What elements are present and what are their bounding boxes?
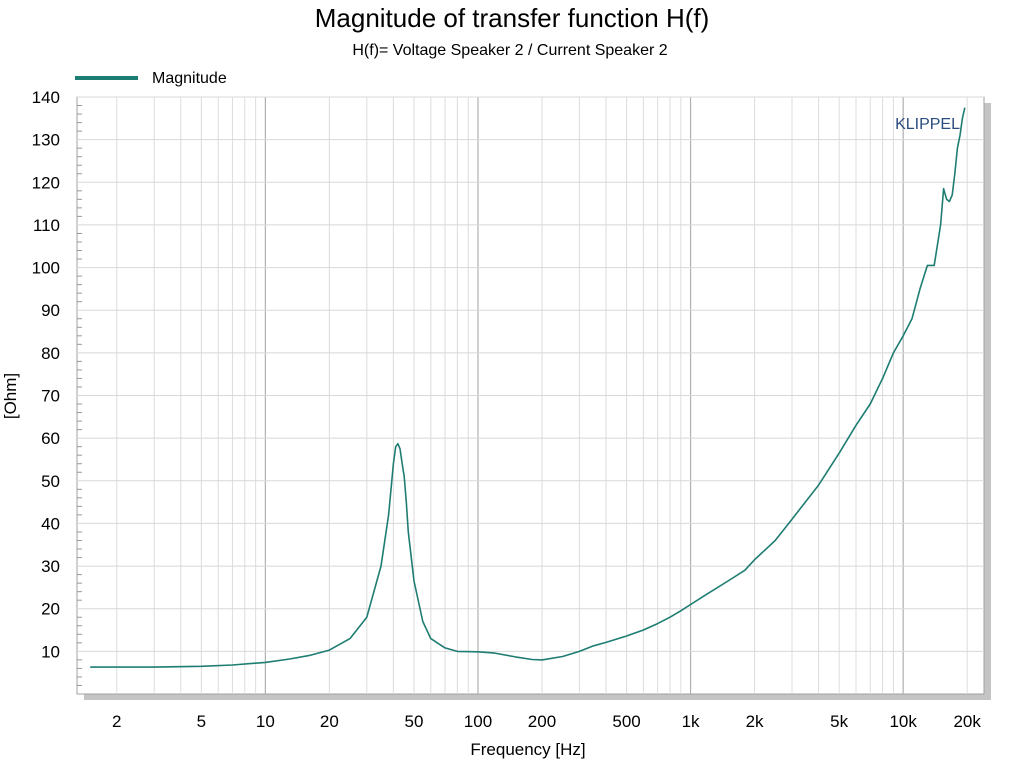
y-tick-label: 60	[41, 429, 60, 448]
y-tick-label: 30	[41, 557, 60, 576]
y-tick-label: 20	[41, 600, 60, 619]
y-tick-labels: 10 20 30 40 50 60 70 80 90 100 110 120 130 140	[32, 88, 60, 661]
x-tick-label: 10k	[889, 712, 917, 731]
x-tick-label: 2	[112, 712, 121, 731]
y-tick-label: 140	[32, 88, 60, 107]
y-tick-label: 120	[32, 173, 60, 192]
x-tick-label: 5	[197, 712, 206, 731]
x-tick-labels: 2 5 10 20 50 100 200 500 1k 2k 5k 10k 20k	[112, 712, 981, 731]
x-tick-label: 500	[612, 712, 640, 731]
y-tick-label: 40	[41, 514, 60, 533]
x-axis-label: Frequency [Hz]	[470, 740, 585, 759]
klippel-watermark: KLIPPEL	[895, 116, 960, 133]
y-tick-label: 110	[33, 216, 60, 235]
legend: Magnitude	[75, 70, 227, 87]
y-tick-label: 130	[32, 131, 60, 150]
y-tick-label: 90	[41, 301, 60, 320]
y-tick-label: 50	[41, 472, 60, 491]
x-tick-label: 100	[464, 712, 492, 731]
y-tick-label: 100	[32, 259, 60, 278]
x-tick-label: 5k	[830, 712, 848, 731]
x-tick-label: 200	[528, 712, 556, 731]
x-tick-label: 2k	[746, 712, 764, 731]
y-minor-ticks	[77, 105, 82, 686]
x-tick-label: 1k	[682, 712, 700, 731]
x-tick-label: 10	[256, 712, 275, 731]
x-tick-label: 20k	[953, 712, 981, 731]
y-tick-label: 80	[41, 344, 60, 363]
chart-subtitle: H(f)= Voltage Speaker 2 / Current Speake…	[352, 42, 667, 59]
series-layer	[90, 107, 966, 668]
grid-major	[77, 96, 984, 694]
y-axis-label: [Ohm]	[1, 373, 20, 419]
y-tick-label: 10	[41, 642, 60, 661]
chart-title: Magnitude of transfer function H(f)	[315, 3, 710, 33]
y-tick-label: 70	[41, 387, 60, 406]
magnitude-series-line	[90, 107, 966, 668]
x-tick-label: 20	[320, 712, 339, 731]
x-tick-label: 50	[405, 712, 424, 731]
legend-label: Magnitude	[152, 70, 227, 87]
